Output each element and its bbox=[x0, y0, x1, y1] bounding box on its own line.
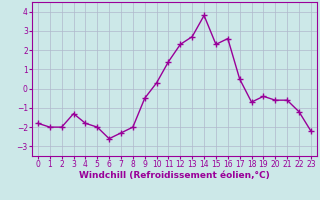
X-axis label: Windchill (Refroidissement éolien,°C): Windchill (Refroidissement éolien,°C) bbox=[79, 171, 270, 180]
